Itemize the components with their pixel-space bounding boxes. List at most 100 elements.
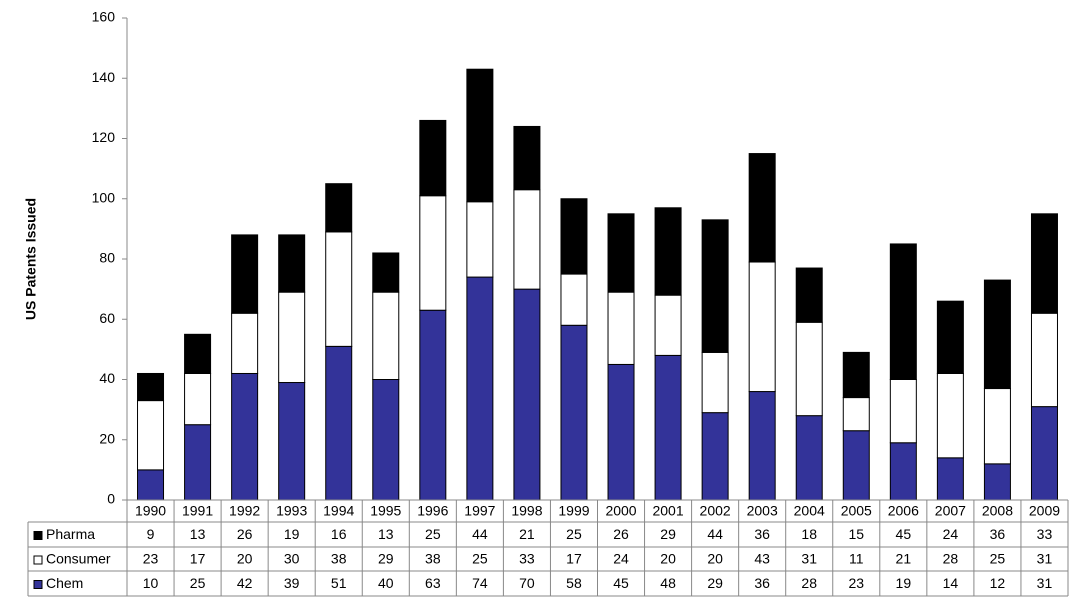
- table-value: 33: [519, 551, 535, 567]
- bar-segment: [654, 354, 682, 501]
- bar-segment: [748, 261, 776, 393]
- x-tick-label: 2007: [935, 503, 966, 519]
- x-tick-label: 2002: [700, 503, 731, 519]
- y-tick-label: 120: [92, 129, 116, 145]
- table-value: 25: [990, 551, 1006, 567]
- table-value: 31: [1037, 551, 1053, 567]
- x-tick-label: 1993: [276, 503, 307, 519]
- table-value: 24: [943, 526, 959, 542]
- bar-segment: [654, 294, 682, 356]
- bar-segment: [278, 234, 306, 293]
- bar-segment: [560, 273, 588, 326]
- table-value: 30: [284, 551, 300, 567]
- bar-segment: [1030, 213, 1058, 314]
- x-tick-label: 1991: [182, 503, 213, 519]
- x-tick-label: 2006: [888, 503, 919, 519]
- bar-segment: [748, 153, 776, 263]
- bar-segment: [607, 363, 635, 501]
- bar-segment: [513, 125, 541, 191]
- bar-segment: [795, 321, 823, 417]
- table-value: 19: [284, 526, 300, 542]
- bar-segment: [701, 351, 729, 414]
- table-value: 63: [425, 575, 441, 591]
- table-value: 20: [707, 551, 723, 567]
- bar-segment: [231, 312, 259, 374]
- table-value: 39: [284, 575, 300, 591]
- table-value: 33: [1037, 526, 1053, 542]
- bar-segment: [560, 324, 588, 501]
- table-value: 28: [801, 575, 817, 591]
- table-value: 21: [519, 526, 535, 542]
- x-tick-label: 2004: [794, 503, 825, 519]
- table-value: 25: [190, 575, 206, 591]
- x-tick-label: 2008: [982, 503, 1013, 519]
- table-value: 23: [143, 551, 159, 567]
- bar-segment: [184, 424, 212, 501]
- x-tick-label: 2005: [841, 503, 872, 519]
- bar-segment: [983, 388, 1011, 465]
- table-value: 70: [519, 575, 535, 591]
- bar-segment: [842, 351, 870, 399]
- y-axis-label: US Patents Issued: [23, 198, 39, 320]
- x-tick-label: 1992: [229, 503, 260, 519]
- bar-segment: [137, 400, 165, 471]
- bar-segment: [466, 68, 494, 203]
- table-value: 43: [754, 551, 770, 567]
- bar-segment: [936, 457, 964, 501]
- bar-segment: [372, 379, 400, 501]
- table-value: 25: [566, 526, 582, 542]
- x-tick-label: 1998: [511, 503, 542, 519]
- y-tick-label: 60: [99, 310, 115, 326]
- bar-segment: [701, 219, 729, 353]
- x-tick-label: 2003: [747, 503, 778, 519]
- bar-segment: [325, 345, 353, 501]
- y-tick-label: 160: [92, 9, 116, 25]
- y-tick-label: 80: [99, 250, 115, 266]
- bar-segment: [278, 291, 306, 384]
- y-tick-label: 140: [92, 69, 116, 85]
- x-tick-label: 1990: [135, 503, 166, 519]
- bar-segment: [137, 469, 165, 501]
- bar-segment: [842, 397, 870, 432]
- table-value: 20: [237, 551, 253, 567]
- table-value: 23: [848, 575, 864, 591]
- bar-segment: [983, 463, 1011, 501]
- legend-swatch: [33, 580, 43, 589]
- legend-label: Consumer: [46, 551, 111, 567]
- x-tick-label: 2001: [652, 503, 683, 519]
- bar-segment: [795, 415, 823, 501]
- table-value: 24: [613, 551, 629, 567]
- y-tick-label: 40: [99, 370, 115, 386]
- bar-segment: [607, 291, 635, 365]
- bar-segment: [748, 391, 776, 501]
- table-value: 13: [190, 526, 206, 542]
- table-value: 58: [566, 575, 582, 591]
- table-value: 36: [754, 575, 770, 591]
- bar-segment: [560, 198, 588, 275]
- y-tick-label: 0: [107, 491, 115, 507]
- table-value: 10: [143, 575, 159, 591]
- bar-segment: [372, 252, 400, 293]
- table-value: 9: [147, 526, 155, 542]
- table-value: 51: [331, 575, 347, 591]
- x-tick-label: 1996: [417, 503, 448, 519]
- table-value: 25: [472, 551, 488, 567]
- table-value: 29: [660, 526, 676, 542]
- table-value: 17: [190, 551, 206, 567]
- table-value: 13: [378, 526, 394, 542]
- bar-segment: [466, 276, 494, 501]
- table-value: 12: [990, 575, 1006, 591]
- table-value: 38: [425, 551, 441, 567]
- bar-segment: [325, 231, 353, 347]
- legend-label: Chem: [46, 575, 83, 591]
- bar-segment: [983, 279, 1011, 390]
- table-value: 25: [425, 526, 441, 542]
- table-value: 45: [896, 526, 912, 542]
- bar-segment: [278, 382, 306, 501]
- bar-segment: [184, 333, 212, 374]
- bar-segment: [419, 195, 447, 311]
- table-value: 29: [378, 551, 394, 567]
- table-value: 44: [472, 526, 488, 542]
- table-value: 42: [237, 575, 253, 591]
- table-value: 15: [848, 526, 864, 542]
